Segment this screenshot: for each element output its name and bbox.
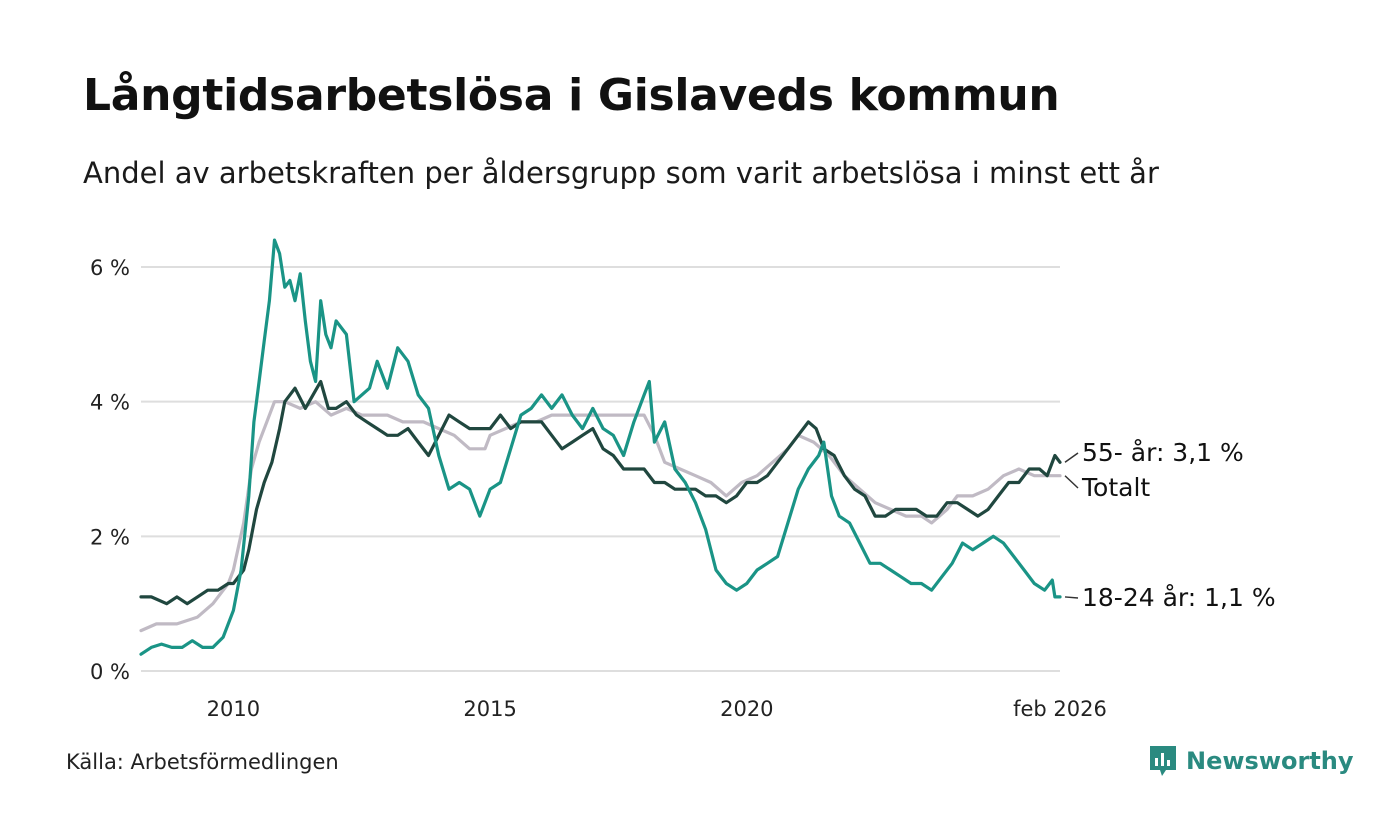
brand: Newsworthy (1148, 744, 1354, 778)
series-lines (139, 238, 1062, 656)
chart-title: Långtidsarbetslösa i Gislaveds kommun (83, 70, 1060, 121)
series-line-2 (139, 238, 1062, 656)
y-tick-label: 6 % (90, 256, 130, 280)
series-end-label: 18-24 år: 1,1 % (1082, 583, 1276, 612)
end-labels: Totalt 55- år: 3,1 % 18-24 år: 1,1 % (1064, 438, 1276, 612)
x-tick-label: 2015 (463, 697, 516, 721)
grid-lines (141, 266, 1060, 672)
y-axis-ticks: 0 % 2 % 4 % 6 % (90, 256, 130, 684)
series-end-label: Totalt (1081, 473, 1150, 502)
y-tick-label: 2 % (90, 525, 130, 549)
x-axis-ticks: 2010 2015 2020 feb 2026 (207, 697, 1107, 721)
y-tick-label: 0 % (90, 660, 130, 684)
y-tick-label: 4 % (90, 391, 130, 415)
series-end-label: 55- år: 3,1 % (1082, 438, 1244, 467)
chart-subtitle: Andel av arbetskraften per åldersgrupp s… (83, 156, 1159, 190)
brand-name: Newsworthy (1186, 747, 1354, 775)
end-label-leader (1064, 452, 1079, 463)
x-tick-label: feb 2026 (1013, 697, 1107, 721)
end-label-leader (1064, 475, 1079, 489)
series-line-1 (139, 379, 1062, 606)
end-label-leader (1064, 596, 1079, 599)
source-credit: Källa: Arbetsförmedlingen (66, 750, 339, 774)
newsworthy-logo-icon (1150, 746, 1176, 776)
x-tick-label: 2010 (207, 697, 260, 721)
x-tick-label: 2020 (720, 697, 773, 721)
